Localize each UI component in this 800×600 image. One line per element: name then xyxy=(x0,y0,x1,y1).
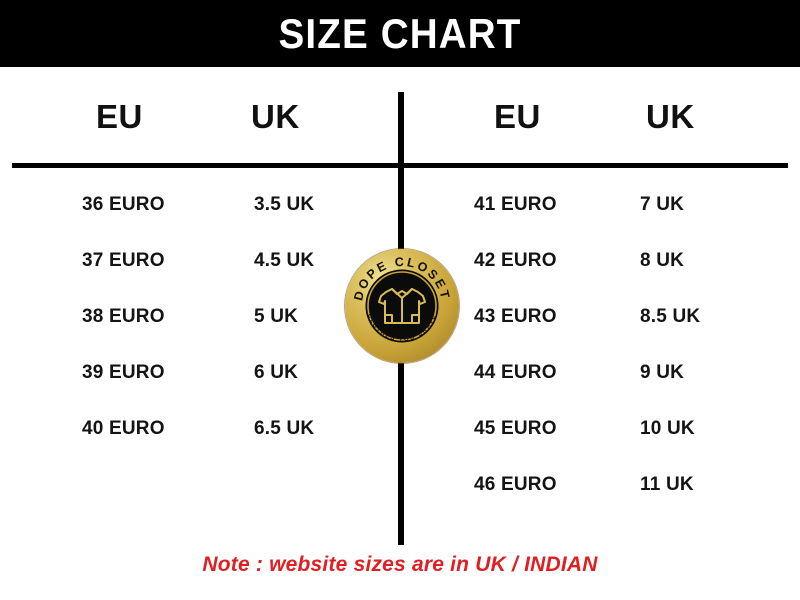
table-cell: 11 UK xyxy=(640,474,694,495)
table-cell: 6.5 UK xyxy=(254,418,315,439)
column-header-eu-right: EU xyxy=(494,98,541,135)
logo-inner-ring xyxy=(367,271,437,341)
page-title: SIZE CHART xyxy=(278,9,522,57)
column-uk-left: 3.5 UK 4.5 UK 5 UK 6 UK 6.5 UK xyxy=(254,195,314,475)
table-cell: 36 EURO xyxy=(82,194,165,215)
table-cell: 40 EURO xyxy=(82,418,165,439)
table-cell: 8 UK xyxy=(640,250,685,271)
table-cell: 39 EURO xyxy=(82,362,165,383)
size-note: Note : website sizes are in UK / INDIAN xyxy=(202,553,598,576)
table-cell: 7 UK xyxy=(640,194,685,215)
table-cell: 42 EURO xyxy=(474,250,557,271)
shirt-icon xyxy=(378,288,426,324)
column-header-uk-right: UK xyxy=(646,98,695,135)
table-cell: 6 UK xyxy=(254,362,299,383)
table-cell: 41 EURO xyxy=(474,194,557,215)
column-header-eu-left: EU xyxy=(96,98,143,135)
brand-logo-badge: DOPE CLOSET CLOTHES YOU CRAVE xyxy=(345,249,459,363)
shirt-buttons-icon xyxy=(400,301,404,320)
size-chart-table: EU UK EU UK 36 EURO 37 EURO 38 EURO 39 E… xyxy=(0,67,800,600)
table-cell: 38 EURO xyxy=(82,306,165,327)
table-cell: 5 UK xyxy=(254,306,299,327)
table-cell: 8.5 UK xyxy=(640,306,701,327)
table-cell: 44 EURO xyxy=(474,362,557,383)
table-cell: 45 EURO xyxy=(474,418,557,439)
column-header-uk-left: UK xyxy=(251,98,300,135)
column-eu-left: 36 EURO 37 EURO 38 EURO 39 EURO 40 EURO xyxy=(82,195,165,475)
table-cell: 46 EURO xyxy=(474,474,557,495)
table-cell: 10 UK xyxy=(640,418,695,439)
table-cell: 3.5 UK xyxy=(254,194,315,215)
table-cell: 9 UK xyxy=(640,362,685,383)
logo-svg: DOPE CLOSET CLOTHES YOU CRAVE xyxy=(351,255,450,343)
table-cell: 37 EURO xyxy=(82,250,165,271)
table-cell: 4.5 UK xyxy=(254,250,315,271)
column-uk-right: 7 UK 8 UK 8.5 UK 9 UK 10 UK 11 UK xyxy=(640,195,700,531)
header-bar: SIZE CHART xyxy=(0,0,800,67)
column-eu-right: 41 EURO 42 EURO 43 EURO 44 EURO 45 EURO … xyxy=(474,195,557,531)
table-cell: 43 EURO xyxy=(474,306,557,327)
